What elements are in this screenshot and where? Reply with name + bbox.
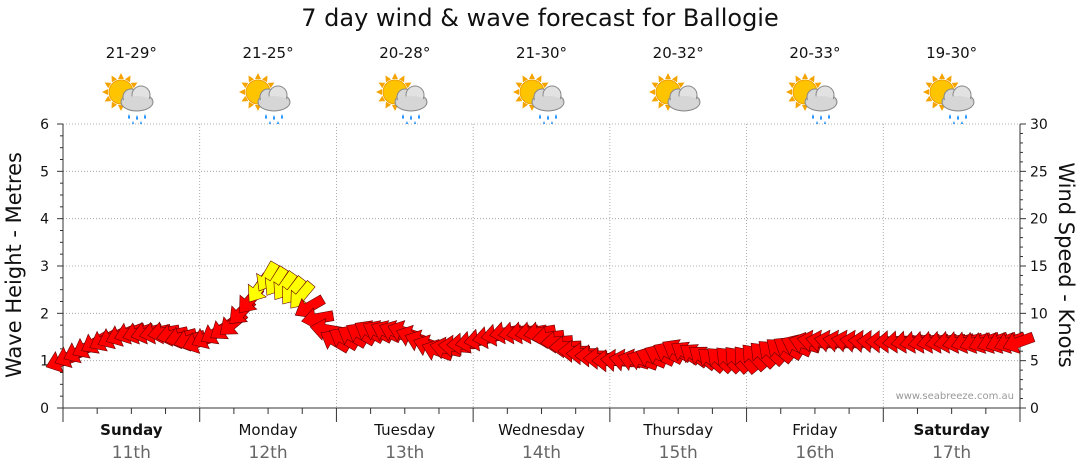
day-name-label: Monday [238, 421, 298, 439]
y2-tick-label: 5 [1030, 354, 1039, 370]
y2-tick-label: 25 [1030, 164, 1048, 180]
y-tick-label: 1 [40, 354, 49, 370]
y-tick-label: 0 [40, 401, 49, 417]
day-temperature: 20-32° [652, 44, 704, 62]
sun-cloud-rain-icon [783, 68, 847, 128]
day-date-label: 17th [932, 443, 972, 463]
y2-tick-label: 15 [1030, 259, 1048, 275]
day-date-label: 13th [385, 443, 425, 463]
day-temperature: 21-29° [105, 44, 157, 62]
y-tick-label: 5 [40, 164, 49, 180]
day-date-label: 11th [111, 443, 151, 463]
sun-cloud-rain-icon [510, 68, 574, 128]
day-temperature: 21-25° [242, 44, 294, 62]
day-date-label: 15th [658, 443, 698, 463]
day-name-label: Saturday [913, 421, 990, 439]
day-name-label: Wednesday [498, 421, 585, 439]
y2-axis-title: Wind Speed - Knots [1054, 162, 1078, 368]
day-temperature: 21-30° [515, 44, 568, 62]
wind-arrows [45, 260, 1036, 376]
sun-cloud-icon [646, 68, 710, 128]
day-name-label: Sunday [100, 421, 163, 439]
day-date-label: 12th [248, 443, 288, 463]
y2-tick-label: 30 [1030, 117, 1048, 133]
sun-cloud-rain-icon [236, 68, 300, 128]
wind-arrow [1002, 331, 1036, 354]
day-date-label: 16th [795, 443, 835, 463]
credit-text: www.seabreeze.com.au [895, 391, 1014, 402]
day-name-label: Thursday [643, 421, 714, 439]
y-axis-title: Wave Height - Metres [2, 152, 26, 378]
day-name-label: Friday [792, 421, 838, 439]
y-tick-label: 3 [40, 259, 49, 275]
sun-cloud-rain-icon [920, 68, 984, 128]
chart-title: 7 day wind & wave forecast for Ballogie [301, 4, 779, 32]
y-tick-label: 2 [40, 306, 49, 322]
day-temperature: 20-33° [789, 44, 841, 62]
y2-tick-label: 10 [1030, 306, 1048, 322]
day-temperature: 20-28° [379, 44, 431, 62]
sun-cloud-rain-icon [373, 68, 437, 128]
day-date-label: 14th [521, 443, 562, 463]
y2-tick-label: 20 [1030, 212, 1048, 228]
y-tick-label: 4 [40, 212, 49, 228]
day-name-label: Tuesday [374, 421, 436, 439]
sun-cloud-rain-icon [99, 68, 163, 128]
y-tick-label: 6 [40, 117, 49, 133]
day-temperature: 19-30° [926, 44, 978, 62]
y2-tick-label: 0 [1030, 401, 1039, 417]
